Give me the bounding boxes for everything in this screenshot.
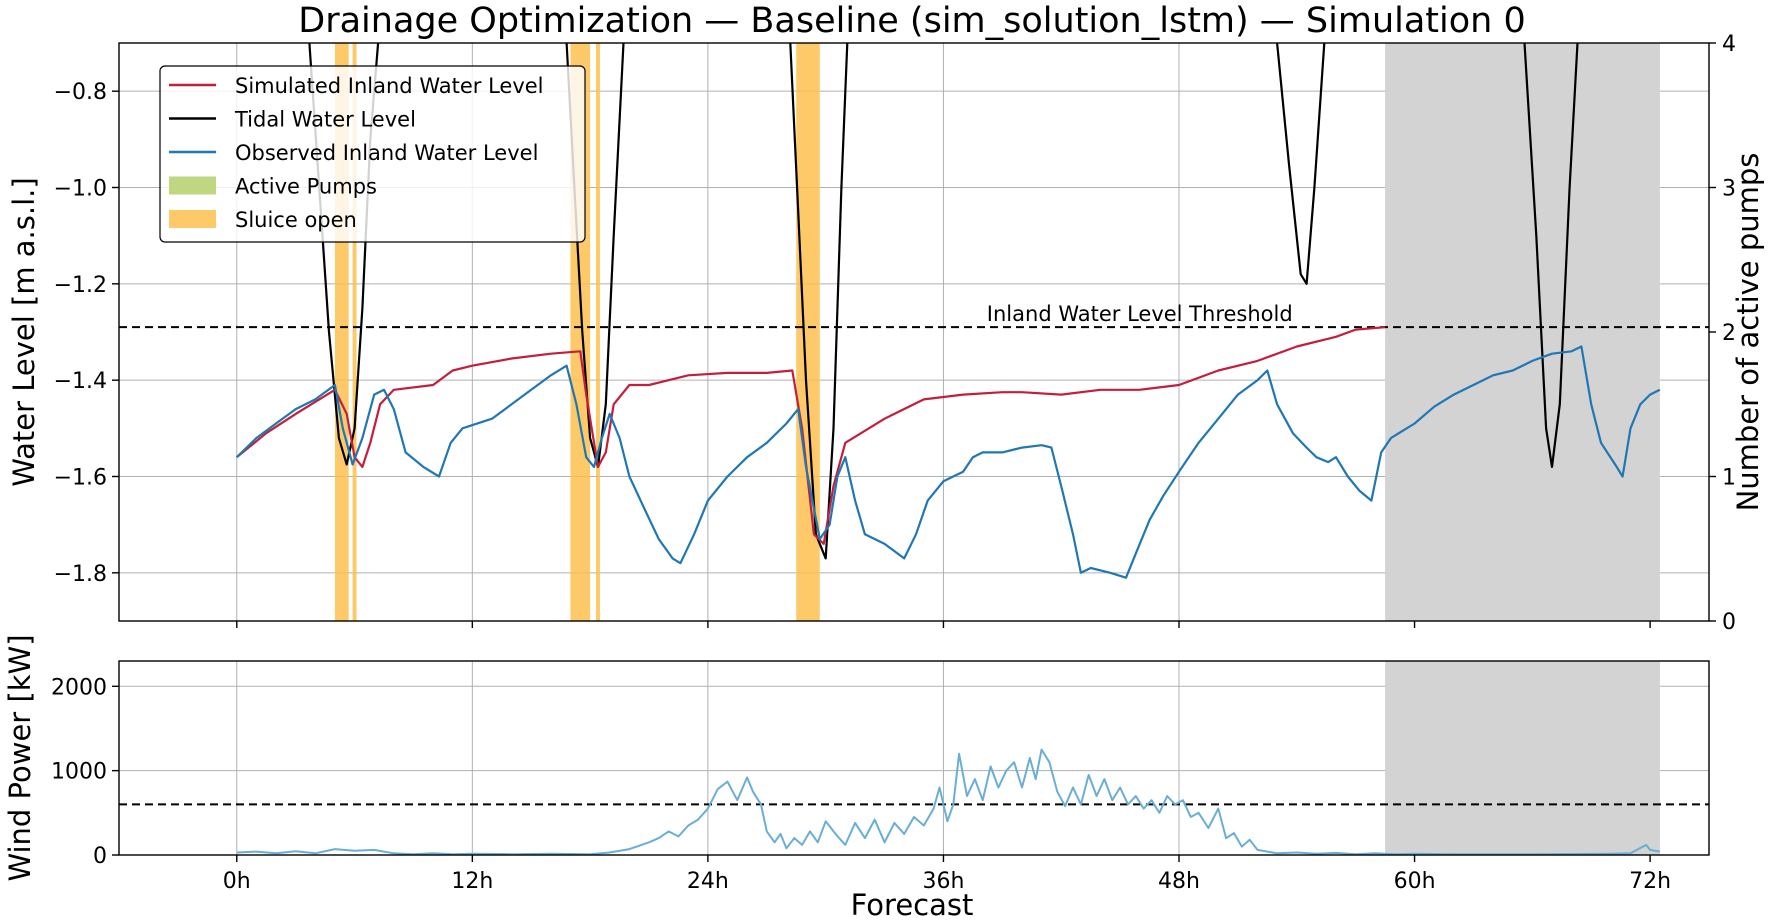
sluice-open-bar [352,43,357,621]
ytick-label: −1.8 [54,562,107,587]
chart-title: Drainage Optimization — Baseline (sim_so… [298,1,1526,41]
ytick-label: 2000 [51,675,107,700]
xtick-label: 24h [687,869,729,894]
ytick-label: 0 [93,844,107,869]
legend-label: Active Pumps [235,175,377,199]
sluice-open-bar [796,43,820,621]
unforecasted-region [1385,661,1660,855]
ytick-label: −0.8 [54,80,107,105]
tidal-level-line [308,43,1579,560]
observed-level-line [236,345,1661,579]
water-level-axis-label: Water Level [m a.s.l.] [7,177,41,486]
legend-label: Simulated Inland Water Level [235,74,544,98]
ytick-right-label: 2 [1722,321,1736,346]
legend-swatch [169,176,216,195]
ytick-right-label: 1 [1722,466,1736,491]
legend-swatch [169,210,216,228]
ytick-label: −1.6 [54,466,107,491]
wind-power-frame [118,660,1710,856]
xtick-label: 0h [223,869,251,894]
wind-power-line [236,748,1661,855]
ytick-label: −1.4 [54,369,107,394]
legend-box [159,65,586,243]
ytick-right-label: 3 [1722,177,1736,202]
xtick-label: 12h [451,869,493,894]
ytick-label: −1.2 [54,273,107,298]
wind-power-panel: 0 1000 2000 0h 12h 24h 36h 48h 60h 72h Wind Powe… [3,634,1710,922]
water-level-panel: Inland Water Level Threshold −1.8 −1.6 −1.… [7,32,1765,635]
forecast-axis-label: Forecast [851,888,974,922]
legend-label: Observed Inland Water Level [235,141,538,165]
xtick-label: 72h [1629,869,1671,894]
xtick-label: 48h [1158,869,1200,894]
legend-label: Sluice open [235,208,357,232]
xtick-label: 60h [1394,869,1436,894]
active-pumps-axis-label: Number of active pumps [1731,153,1765,512]
sluice-open-bar [596,43,600,621]
wind-power-axis-label: Wind Power [kW] [3,634,37,881]
ytick-right-label: 0 [1722,610,1736,635]
legend: Simulated Inland Water Level Tidal Water … [159,65,586,243]
ytick-label: −1.0 [54,177,107,202]
xtick-label: 36h [922,869,964,894]
legend-label: Tidal Water Level [234,108,416,132]
unforecasted-region [1385,43,1660,621]
threshold-label: Inland Water Level Threshold [987,302,1293,326]
ytick-label: 1000 [51,760,107,785]
simulated-level-line [236,326,1386,545]
ytick-right-label: 4 [1722,32,1736,57]
